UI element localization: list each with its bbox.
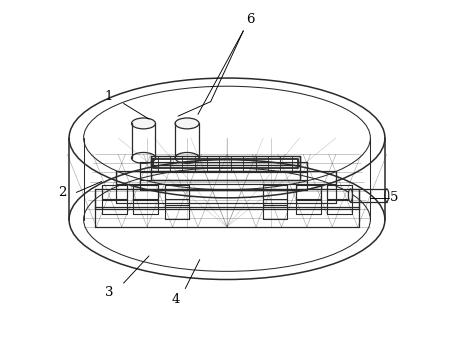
Ellipse shape [132,118,155,129]
Text: 1: 1 [105,90,113,103]
Ellipse shape [348,189,352,201]
Text: 5: 5 [390,191,398,204]
Text: 3: 3 [105,286,114,299]
Text: 2: 2 [58,186,66,199]
Text: 6: 6 [247,13,255,26]
Text: 4: 4 [172,293,180,306]
Ellipse shape [175,118,199,129]
